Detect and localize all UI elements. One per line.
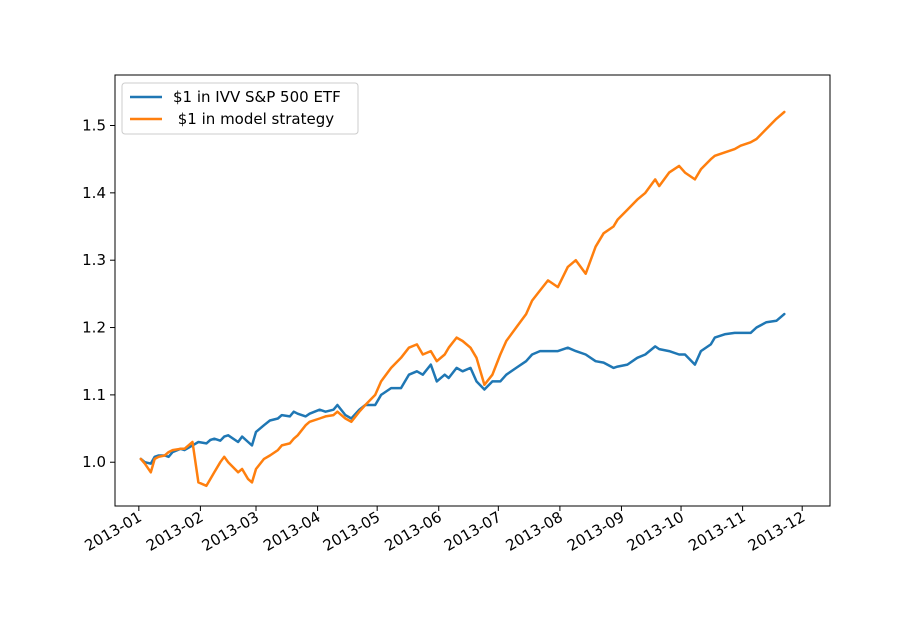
series-line-1 — [139, 110, 786, 488]
y-tick-label: 1.1 — [82, 386, 106, 404]
y-tick-label: 1.0 — [82, 453, 106, 471]
legend: $1 in IVV S&P 500 ETF $1 in model strate… — [121, 82, 359, 135]
plot-lines — [139, 110, 786, 488]
series-line-0 — [139, 312, 786, 465]
y-tick-label: 1.2 — [82, 319, 106, 337]
legend-label-model-strategy: $1 in model strategy — [173, 110, 334, 128]
y-tick-label: 1.3 — [82, 251, 106, 269]
legend-box — [121, 82, 359, 135]
legend-label-ivv: $1 in IVV S&P 500 ETF — [173, 88, 341, 106]
y-tick-label: 1.5 — [82, 117, 106, 135]
y-tick-label: 1.4 — [82, 184, 106, 202]
y-axis: 1.0 1.1 1.2 1.3 1.4 1.5 — [82, 117, 115, 471]
axes-frame — [114, 74, 831, 507]
